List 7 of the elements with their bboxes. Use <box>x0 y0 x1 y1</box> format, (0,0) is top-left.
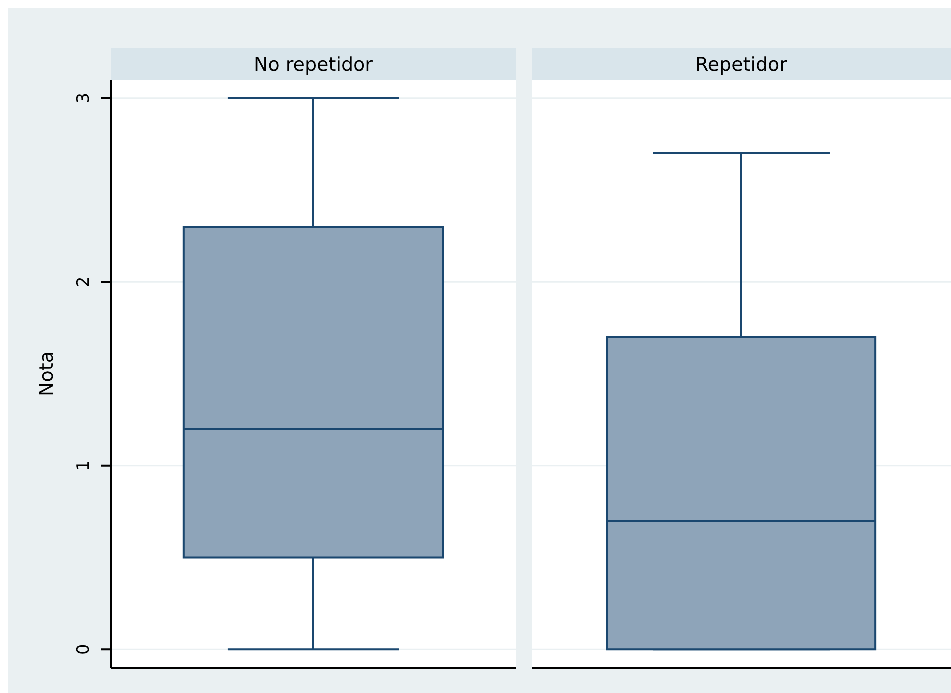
y-tick-label: 3 <box>74 92 94 104</box>
x-tick-label: Repetidor <box>695 54 788 76</box>
x-tick-label: No repetidor <box>254 54 374 76</box>
y-axis-title: Nota <box>36 352 58 396</box>
y-tick-label: 0 <box>74 644 94 656</box>
y-tick-label: 2 <box>74 276 94 288</box>
y-tick-label: 1 <box>74 460 94 472</box>
